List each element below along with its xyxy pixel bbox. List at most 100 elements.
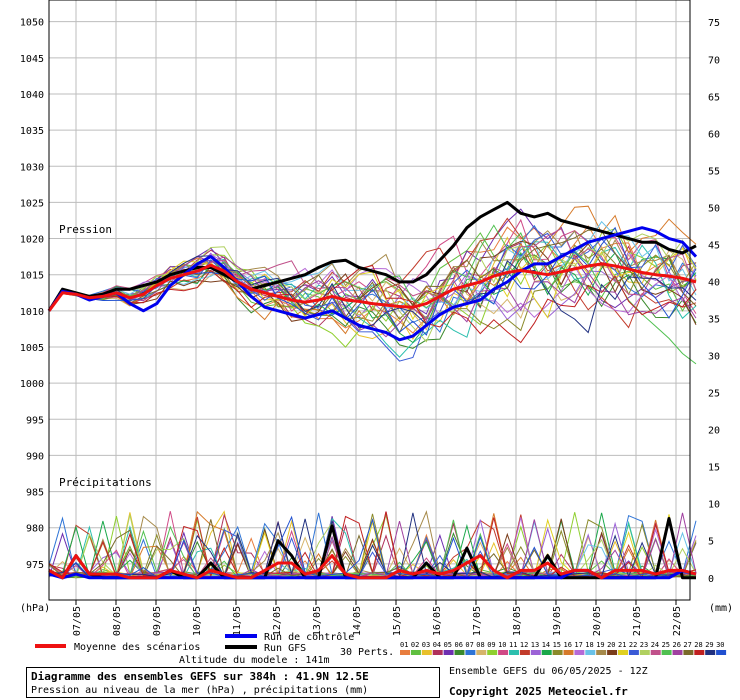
precip-tick-label: 65	[708, 92, 720, 103]
member-23-pressure-line	[48, 231, 697, 343]
member-swatch	[487, 650, 498, 655]
x-tick-label: 09/05	[152, 606, 163, 636]
x-tick-label: 16/05	[432, 606, 443, 636]
gefs-ensemble-chart: 9759809859909951000100510101015102010251…	[20, 0, 733, 665]
member-label: 10	[498, 641, 506, 649]
member-label: 19	[596, 641, 604, 649]
perturbation-count: 30 Perts.	[340, 647, 394, 658]
member-label: 13	[531, 641, 539, 649]
pressure-tick-label: 1045	[20, 54, 44, 65]
altitude-label: Altitude du modele : 141m	[179, 655, 330, 665]
copyright: Copyright 2025 Meteociel.fr	[449, 685, 628, 698]
pressure-tick-label: 995	[26, 415, 44, 426]
member-23-precip-line	[48, 514, 697, 579]
pressure-run-gfs	[47, 200, 697, 312]
member-swatch	[574, 650, 585, 655]
x-tick-label: 17/05	[472, 606, 483, 636]
member-swatch	[650, 650, 661, 655]
chart-subtitle: Pression au niveau de la mer (hPa) , pré…	[31, 685, 369, 696]
precip-tick-label: 10	[708, 500, 720, 511]
member-label: 28	[694, 641, 702, 649]
precip-tick-label: 0	[708, 574, 714, 585]
member-swatch	[716, 650, 727, 655]
precip-tick-label: 5	[708, 537, 714, 548]
member-label: 23	[640, 641, 648, 649]
pressure-tick-label: 1005	[20, 343, 44, 354]
main-series	[47, 200, 698, 580]
member-swatch	[563, 650, 574, 655]
member-swatch	[672, 650, 683, 655]
member-swatch	[498, 650, 509, 655]
pressure-tick-label: 1010	[20, 307, 44, 318]
member-swatch	[639, 650, 650, 655]
member-label: 06	[455, 641, 463, 649]
precip-tick-label: 50	[708, 203, 720, 214]
precip-unit: (mm)	[709, 603, 733, 614]
member-28-pressure-line	[48, 264, 697, 344]
member-swatch	[530, 650, 541, 655]
member-label: 14	[542, 641, 550, 649]
member-swatch	[465, 650, 476, 655]
member-label: 12	[520, 641, 528, 649]
member-label: 16	[564, 641, 572, 649]
x-tick-label: 12/05	[272, 606, 283, 636]
member-label: 01	[400, 641, 408, 649]
member-swatch	[421, 650, 432, 655]
precip-tick-label: 15	[708, 463, 720, 474]
member-label: 20	[607, 641, 615, 649]
member-swatch	[596, 650, 607, 655]
member-swatch	[552, 650, 563, 655]
pressure-moyenne-des-sc-narios	[47, 262, 697, 312]
pressure-label: Pression	[59, 223, 112, 236]
x-tick-label: 13/05	[312, 606, 323, 636]
member-swatch	[618, 650, 628, 655]
member-swatch	[628, 650, 639, 655]
member-label: 08	[476, 641, 484, 649]
pressure-tick-label: 1030	[20, 162, 44, 173]
pressure-tick-label: 975	[26, 560, 44, 571]
precip-label: Précipitations	[59, 476, 152, 489]
pressure-tick-label: 1020	[20, 235, 44, 246]
x-tick-label: 07/05	[72, 606, 83, 636]
precip-tick-label: 20	[708, 426, 720, 437]
member-label: 04	[433, 641, 441, 649]
x-tick-label: 18/05	[512, 606, 523, 636]
member-label: 25	[662, 641, 670, 649]
plot-frame	[48, 0, 691, 601]
chart-title: Diagramme des ensembles GEFS sur 384h : …	[31, 670, 369, 683]
info-box: Diagramme des ensembles GEFS sur 384h : …	[26, 667, 440, 698]
ensemble-members	[48, 205, 697, 580]
member-swatch	[585, 650, 596, 655]
x-tick-label: 20/05	[592, 606, 603, 636]
precip-tick-label: 60	[708, 129, 720, 140]
pressure-unit: (hPa)	[20, 603, 50, 614]
member-swatch	[705, 650, 716, 655]
precip-tick-label: 70	[708, 55, 720, 66]
precip-tick-label: 25	[708, 389, 720, 400]
x-tick-label: 19/05	[552, 606, 563, 636]
member-swatch	[443, 650, 454, 655]
member-swatch	[476, 650, 487, 655]
pressure-tick-label: 1015	[20, 271, 44, 282]
member-label: 17	[574, 641, 582, 649]
member-15-precip-line	[48, 513, 697, 579]
x-tick-label: 10/05	[192, 606, 203, 636]
member-20-pressure-line	[48, 240, 697, 326]
pressure-tick-label: 985	[26, 488, 44, 499]
pressure-tick-label: 990	[26, 451, 44, 462]
member-color-legend: 01 02 03 04 05 06 07 08 09 10 11 12 13 14 15 16 17 18 19 20…	[400, 641, 727, 655]
member-label: 03	[422, 641, 430, 649]
axis-ticks: 9759809859909951000100510101015102010251…	[20, 18, 720, 636]
member-27-pressure-line	[48, 229, 697, 334]
x-tick-label: 15/05	[392, 606, 403, 636]
member-swatch	[519, 650, 530, 655]
member-swatch	[410, 650, 421, 655]
member-swatch	[454, 650, 465, 655]
pressure-tick-label: 1000	[20, 379, 44, 390]
member-label: 09	[487, 641, 495, 649]
member-label: 18	[585, 641, 593, 649]
member-12-pressure-line	[48, 217, 697, 329]
member-label: 02	[411, 641, 419, 649]
precip-tick-label: 30	[708, 352, 720, 363]
precip-moyenne-des-sc-narios	[48, 554, 697, 580]
